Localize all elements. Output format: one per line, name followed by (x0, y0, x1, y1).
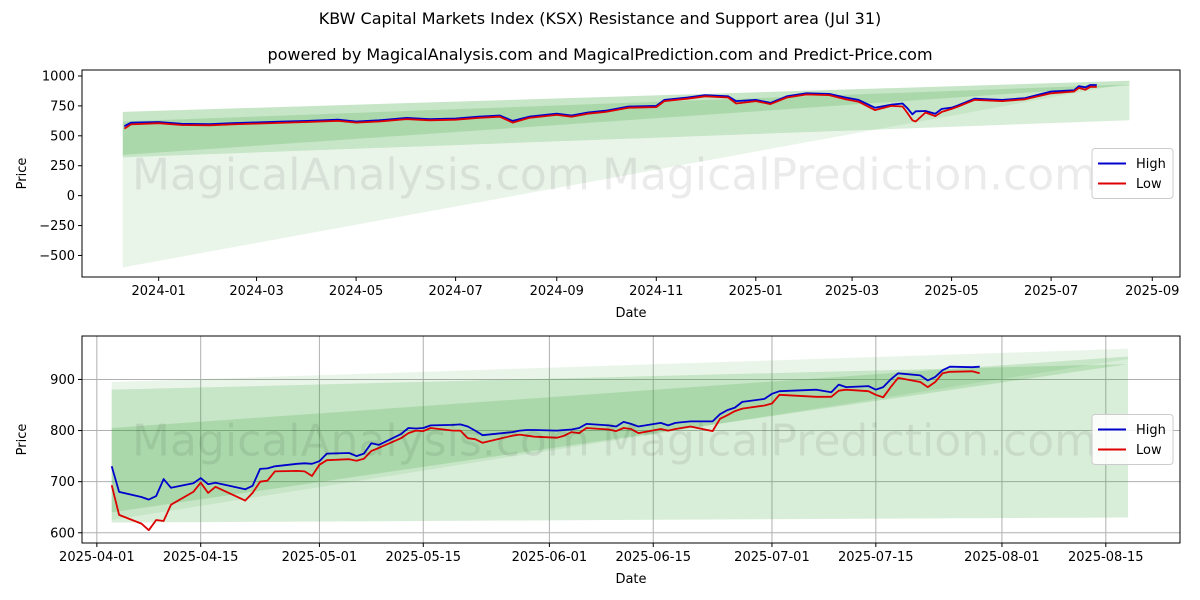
x-tick-label: 2025-08-01 (964, 550, 1040, 565)
watermark-text: MagicalAnalysis.com (132, 416, 590, 467)
y-tick-label: 600 (50, 526, 75, 541)
x-tick-label: 2025-05-01 (282, 550, 358, 565)
y-tick-label: 1000 (42, 69, 75, 84)
x-tick-label: 2024-03 (229, 284, 283, 299)
x-tick-label: 2025-04-01 (59, 550, 135, 565)
resistance-support-band (111, 364, 1129, 523)
legend-box (1091, 148, 1174, 199)
plot-frame (81, 69, 1181, 278)
x-tick-label: 2025-05 (924, 284, 978, 299)
plot-area: MagicalAnalysis.com MagicalPrediction.com (110, 348, 1129, 532)
series-line-low (123, 85, 1097, 130)
resistance-support-band (122, 80, 1130, 268)
watermark-text: MagicalPrediction.com (602, 416, 1097, 467)
x-tick-label: 2024-01 (132, 284, 186, 299)
x-tick-label: 2025-09 (1125, 284, 1179, 299)
series-line-high (123, 84, 1097, 127)
plot-area: MagicalAnalysis.com MagicalPrediction.com (122, 80, 1130, 268)
y-tick-label: 500 (50, 129, 75, 144)
x-axis-label: Date (615, 572, 646, 587)
x-tick-label: 2025-07-01 (734, 550, 810, 565)
watermark-text: MagicalAnalysis.com (132, 150, 590, 201)
legend-box (1091, 414, 1174, 465)
x-tick-label: 2024-11 (629, 284, 683, 299)
series-line-high (110, 365, 980, 501)
chart-title: KBW Capital Markets Index (KSX) Resistan… (318, 9, 882, 28)
watermark-text: MagicalPrediction.com (602, 150, 1097, 201)
resistance-support-band (111, 348, 1129, 520)
x-tick-label: 2025-07 (1024, 284, 1078, 299)
y-tick-label: 800 (50, 424, 75, 439)
legend-label-low: Low (1136, 443, 1162, 458)
x-tick-label: 2024-07 (428, 284, 482, 299)
x-tick-label: 2025-05-15 (385, 550, 461, 565)
chart-subtitle: powered by MagicalAnalysis.com and Magic… (267, 45, 933, 64)
y-tick-label: 250 (50, 159, 75, 174)
series-line-low (110, 370, 980, 532)
legend-label-high: High (1136, 423, 1166, 438)
x-tick-label: 2025-07-15 (838, 550, 914, 565)
y-axis-label: Price (15, 158, 30, 190)
x-tick-label: 2024-09 (530, 284, 584, 299)
y-tick-label: −500 (39, 249, 75, 264)
legend-label-high: High (1136, 157, 1166, 172)
y-tick-label: 700 (50, 475, 75, 490)
resistance-support-band (111, 356, 1129, 513)
resistance-support-band (122, 80, 1130, 155)
resistance-support-band (122, 84, 1130, 158)
x-tick-label: 2025-08-15 (1068, 550, 1144, 565)
x-axis-label: Date (615, 306, 646, 321)
x-tick-label: 2025-04-15 (163, 550, 239, 565)
x-tick-label: 2025-06-01 (512, 550, 588, 565)
x-tick-label: 2025-06-15 (615, 550, 691, 565)
y-axis-label: Price (15, 424, 30, 456)
x-tick-label: 2025-03 (825, 284, 879, 299)
y-tick-label: 900 (50, 373, 75, 388)
x-tick-label: 2025-01 (729, 284, 783, 299)
y-tick-label: 750 (50, 99, 75, 114)
y-tick-label: −250 (39, 219, 75, 234)
x-tick-label: 2024-05 (329, 284, 383, 299)
plot-frame (81, 335, 1181, 544)
legend-label-low: Low (1136, 177, 1162, 192)
y-tick-label: 0 (67, 189, 75, 204)
